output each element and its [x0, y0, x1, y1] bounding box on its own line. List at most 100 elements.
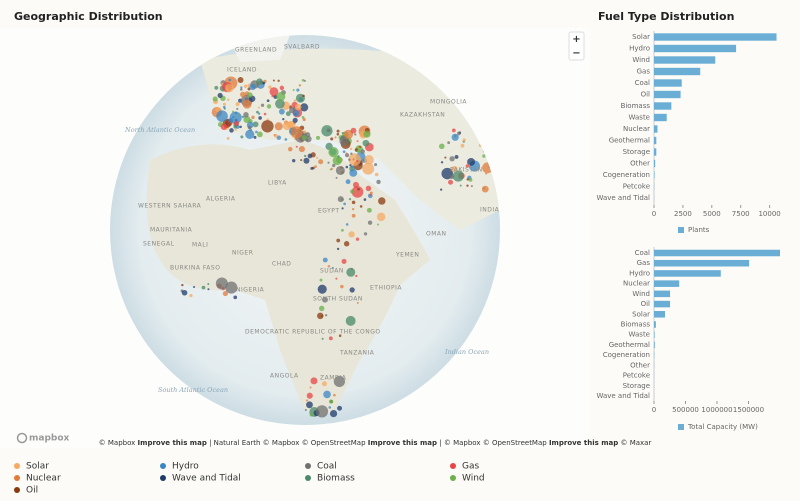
plant-marker: [290, 126, 303, 139]
legend-label: Nuclear: [26, 474, 61, 484]
plant-marker: [266, 104, 272, 109]
plant-marker: [351, 213, 356, 218]
plant-marker: [343, 241, 350, 247]
legend-label: Coal: [317, 462, 337, 472]
bar: [654, 56, 716, 64]
improve-link[interactable]: Improve this map: [368, 439, 437, 447]
legend-label: Wind: [462, 474, 485, 484]
y-tick-label: Geothermal: [609, 137, 650, 145]
plant-marker: [228, 78, 232, 82]
plant-marker: [236, 107, 239, 111]
plant-marker: [465, 164, 470, 168]
plant-marker: [256, 78, 263, 86]
y-tick-label: Wave and Tidal: [596, 194, 650, 202]
plant-marker: [454, 154, 459, 159]
plant-marker: [306, 401, 313, 409]
map-label: ZAMBIA: [320, 375, 347, 382]
plant-marker: [262, 81, 266, 85]
plant-marker: [336, 156, 343, 164]
plant-marker: [294, 103, 302, 111]
plant-marker: [376, 179, 381, 185]
plant-marker: [360, 149, 365, 154]
plant-marker: [378, 197, 386, 205]
plant-marker: [247, 125, 252, 130]
plant-marker: [292, 158, 296, 163]
plant-marker: [207, 288, 210, 291]
bar: [654, 136, 657, 145]
plant-marker: [439, 188, 443, 191]
plant-marker: [292, 117, 298, 123]
plant-marker: [315, 405, 329, 418]
map-label: WESTERN SAHARA: [138, 203, 202, 210]
plant-marker: [212, 96, 218, 102]
plant-marker: [357, 187, 360, 191]
plant-marker: [333, 375, 345, 388]
plant-marker: [348, 231, 355, 238]
x-tick-label: 7500: [732, 210, 750, 218]
plant-marker: [340, 284, 344, 289]
plant-marker: [341, 131, 344, 134]
plant-marker: [345, 223, 349, 226]
plant-marker: [335, 165, 345, 175]
bar: [654, 270, 721, 277]
legend-swatch: [678, 424, 684, 430]
plant-marker: [302, 117, 306, 122]
plant-marker: [330, 137, 334, 141]
plant-marker: [226, 136, 230, 140]
plant-marker: [459, 184, 462, 187]
plant-marker: [451, 128, 456, 133]
panel-title: Fuel Type Distribution: [598, 10, 734, 23]
y-tick-label: Coal: [635, 249, 650, 257]
plant-marker: [215, 107, 221, 113]
bar: [654, 341, 655, 349]
x-tick-label: 2500: [674, 210, 692, 218]
plant-marker: [240, 88, 243, 91]
improve-link[interactable]: Improve this map: [138, 439, 207, 447]
plant-marker: [376, 212, 386, 222]
plant-marker: [269, 87, 279, 97]
plant-marker: [260, 103, 265, 107]
attribution: © Mapbox Improve this map | Natural Eart…: [99, 439, 652, 447]
logo[interactable]: mapbox: [29, 434, 70, 444]
y-tick-label: Solar: [632, 33, 650, 41]
plant-marker: [222, 102, 226, 106]
bar: [654, 331, 655, 338]
plant-marker: [261, 120, 274, 133]
plant-marker: [207, 282, 210, 286]
plant-marker: [240, 135, 244, 139]
legend-swatch: [450, 463, 456, 469]
plant-marker: [338, 334, 342, 337]
plant-marker: [356, 160, 359, 163]
plant-marker: [217, 92, 223, 98]
bar: [654, 33, 777, 41]
zoom-in[interactable]: +: [572, 34, 580, 45]
map-label: SVALBARD: [284, 44, 320, 51]
legend-label: Biomass: [317, 474, 355, 484]
plant-marker: [301, 78, 305, 82]
map-label: PAKISTAN: [450, 167, 483, 174]
y-tick-label: Nuclear: [623, 125, 650, 133]
plant-marker: [228, 118, 234, 123]
plant-marker: [350, 165, 354, 169]
plant-marker: [365, 185, 372, 192]
plant-marker: [295, 145, 298, 148]
legend: Solar Nuclear Oil Hydro Wave and Tidal Coal Bi…: [14, 462, 485, 496]
bar: [654, 113, 667, 122]
plant-marker: [189, 294, 193, 298]
plant-marker: [323, 390, 331, 399]
y-tick-label: Oil: [641, 300, 650, 308]
map-label: INDIA: [480, 207, 500, 214]
zoom-out[interactable]: −: [572, 48, 580, 59]
y-tick-label: Other: [630, 160, 650, 168]
plant-marker: [376, 223, 379, 226]
plant-marker: [232, 115, 235, 119]
legend-label: Gas: [462, 462, 479, 472]
improve-link[interactable]: Improve this map: [549, 439, 618, 447]
plant-marker: [336, 247, 340, 251]
plant-marker: [349, 147, 353, 151]
plant-marker: [448, 179, 454, 185]
plant-marker: [305, 399, 309, 402]
bar: [654, 259, 750, 267]
plant-marker: [304, 408, 307, 412]
plant-marker: [309, 413, 313, 417]
